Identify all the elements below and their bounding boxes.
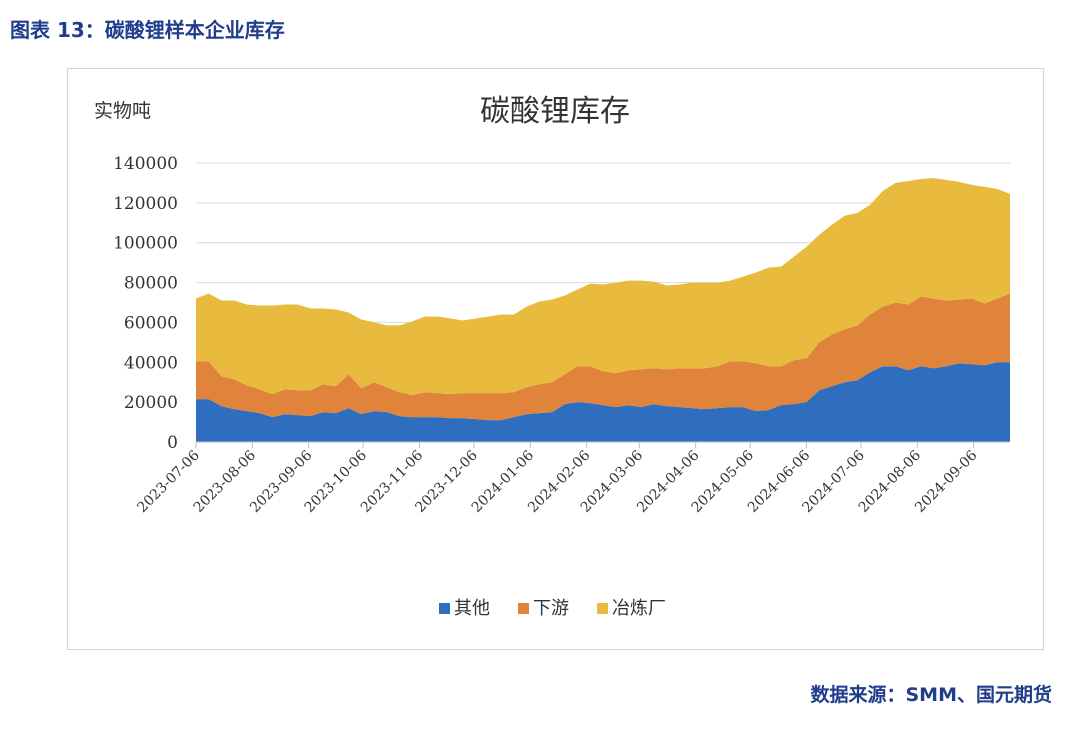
area-chart: 0200004000060000800001000001200001400002… [94,94,1010,619]
legend-swatch-其他 [439,603,450,614]
area-series-下游 [196,293,1010,421]
legend-label-冶炼厂: 冶炼厂 [612,598,666,619]
data-source: 数据来源：SMM、国元期货 [810,684,1053,706]
chart-title: 碳酸锂库存 [480,94,630,129]
figure-caption: 图表 13：碳酸锂样本企业库存 [10,18,285,42]
area-series-其他 [196,362,1010,442]
y-tick-label: 20000 [124,393,178,413]
stacked-areas [196,177,1010,442]
y-axis-unit-label: 实物吨 [94,100,151,122]
y-tick-label: 60000 [124,313,178,333]
legend-label-下游: 下游 [533,598,569,619]
legend-label-其他: 其他 [454,598,490,619]
y-tick-label: 140000 [113,154,178,174]
y-tick-label: 100000 [113,234,178,254]
legend: 其他 下游 冶炼厂 [439,598,666,619]
y-tick-label: 0 [167,433,178,453]
y-tick-label: 120000 [113,194,178,214]
legend-swatch-冶炼厂 [597,603,608,614]
area-series-冶炼厂 [196,177,1010,396]
chart-frame: 0 20000 40000 60000 80000 100000 120000 140000 2… [67,68,1044,650]
legend-swatch-下游 [518,603,529,614]
y-tick-label: 80000 [124,274,178,294]
y-tick-label: 40000 [124,353,178,373]
